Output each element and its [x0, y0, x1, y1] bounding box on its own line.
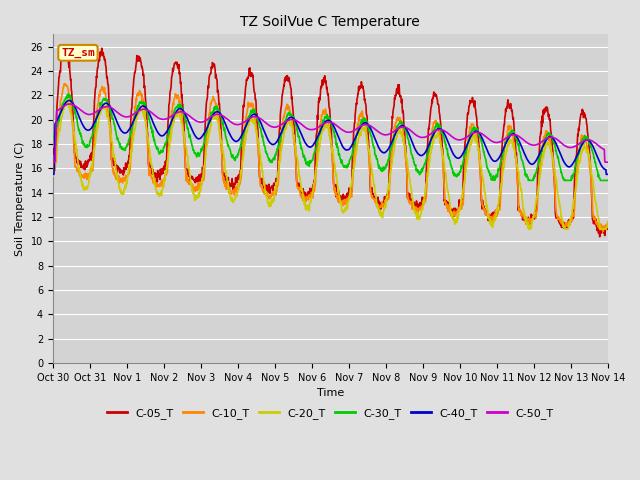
Legend: C-05_T, C-10_T, C-20_T, C-30_T, C-40_T, C-50_T: C-05_T, C-10_T, C-20_T, C-30_T, C-40_T, … — [102, 403, 558, 423]
Text: TZ_sm: TZ_sm — [61, 48, 95, 58]
Title: TZ SoilVue C Temperature: TZ SoilVue C Temperature — [241, 15, 420, 29]
X-axis label: Time: Time — [317, 388, 344, 398]
Y-axis label: Soil Temperature (C): Soil Temperature (C) — [15, 142, 25, 256]
